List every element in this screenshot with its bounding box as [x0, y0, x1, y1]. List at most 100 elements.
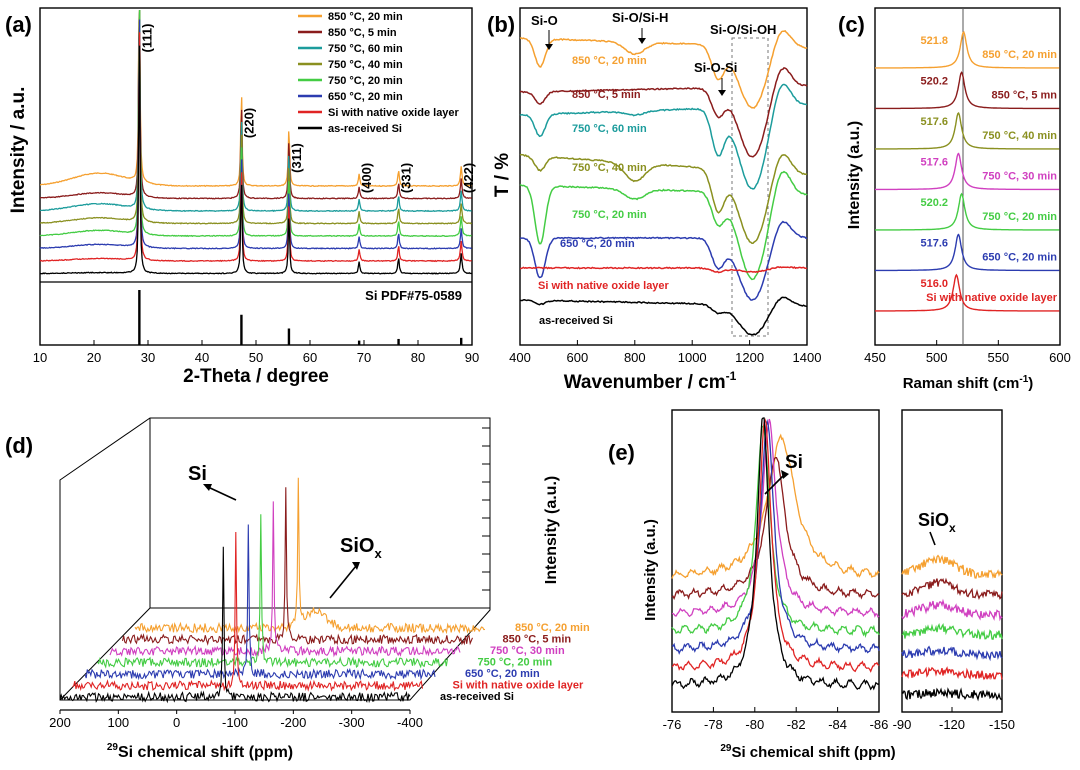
- panel-b-label: (b): [487, 12, 515, 37]
- panel-b-series-label: 850 °C, 20 min: [572, 55, 647, 67]
- panel-c-series-label: 750 °C, 20 min: [982, 211, 1057, 223]
- panel-e-x-left-tick-label: -82: [787, 717, 806, 732]
- panel-a: (a) Intensity / a.u. 2-Theta / degree Si…: [5, 7, 479, 387]
- panel-e-trace-left-orange: [671, 433, 880, 579]
- panel-a-x-tick-label: 80: [411, 350, 425, 365]
- panel-b-x-tick-label: 800: [624, 350, 646, 365]
- panel-b-x-tick-label: 400: [509, 350, 531, 365]
- panel-a-legend-label: Si with native oxide layer: [328, 107, 460, 119]
- panel-b-annot-sioh: Si-O/Si-H: [612, 10, 668, 25]
- panel-c-peak-label: 516.0: [920, 278, 948, 290]
- panel-d-x-tick-label: 200: [49, 715, 71, 730]
- panel-e-annot-si-arrowhead: [781, 470, 789, 479]
- panel-d-trace-blue: [84, 524, 436, 681]
- panel-e: (e) Intensity (a.u.) 29Si chemical shift…: [608, 409, 1015, 761]
- panel-c-peak-label: 517.6: [920, 157, 948, 169]
- panel-d-trace-black: [59, 546, 411, 704]
- panel-c-series-label: 650 °C, 20 min: [982, 252, 1057, 264]
- panel-d-annot-siox: SiOx: [340, 535, 382, 561]
- panel-e-trace-right-black: [901, 687, 1003, 702]
- panel-e-left-frame: [671, 409, 880, 713]
- panel-c-trace-red: [875, 273, 1060, 312]
- panel-a-x-tick-label: 30: [141, 350, 155, 365]
- panel-a-legend-label: 750 °C, 20 min: [328, 75, 403, 87]
- panel-a-x-tick-label: 50: [249, 350, 263, 365]
- panel-a-x-tick-label: 60: [303, 350, 317, 365]
- panel-e-annot-si-arrow: [764, 473, 786, 495]
- panel-d-x-tick-label: -100: [222, 715, 248, 730]
- panel-b-series-label: 750 °C, 40 min: [572, 162, 647, 174]
- panel-b-x-tick-label: 1400: [793, 350, 822, 365]
- panel-b-series-label: 750 °C, 20 min: [572, 209, 647, 221]
- panel-c-series-labels: 521.8 850 °C, 20 min 520.2 850 °C, 5 mn 517.…: [920, 35, 1057, 304]
- panel-d-x-tick-label: 0: [173, 715, 180, 730]
- panel-c-xticks: 450 500 550 600: [864, 340, 1071, 365]
- panel-e-trace-right-orange: [901, 554, 1003, 579]
- panel-b: (b) T / % Wavenumber / cm-1 400 600 800 100…: [487, 7, 822, 393]
- panel-d-ylabel: Intensity (a.u.): [543, 476, 560, 584]
- panel-d-series-label: 850 °C, 20 min: [515, 622, 590, 634]
- panel-b-annot-sioh2: Si-O/Si-OH: [710, 22, 776, 37]
- panel-a-peak-label: (400): [359, 163, 374, 193]
- panel-a-peak-label: (111): [139, 24, 154, 53]
- panel-a-trace-green: [39, 9, 472, 238]
- panel-a-peak-labels: (111) (220) (311) (400) (331) (422): [139, 24, 476, 194]
- panel-c-trace-green: [875, 192, 1060, 231]
- panel-e-x-right-tick-label: -120: [939, 717, 965, 732]
- panel-c-series-label: Si with native oxide layer: [926, 292, 1058, 304]
- panel-c-series-label: 750 °C, 30 min: [982, 171, 1057, 183]
- panel-d-series-label: 750 °C, 20 min: [478, 657, 553, 669]
- panel-e-x-right-tick-label: -90: [893, 717, 912, 732]
- panel-a-trace-maroon: [39, 9, 472, 200]
- panel-d-series-label: Si with native oxide layer: [453, 680, 585, 692]
- panel-d-annot-siox-arrow: [329, 565, 357, 599]
- panel-a-trace-orange: [40, 9, 472, 188]
- panel-b-xlabel: Wavenumber / cm-1: [564, 369, 737, 393]
- panel-a-trace-black: [39, 45, 472, 275]
- panel-a-x-tick-label: 40: [195, 350, 209, 365]
- panel-e-annot-si: Si: [785, 452, 803, 473]
- panel-e-x-right-tick-label: -150: [989, 717, 1015, 732]
- panel-a-reference-label: Si PDF#75-0589: [365, 288, 462, 303]
- panel-b-series-label: 650 °C, 20 min: [560, 238, 635, 250]
- panel-d-trace-maroon: [121, 487, 474, 646]
- panel-b-traces: [519, 30, 808, 336]
- panel-a-trace-olive: [39, 9, 473, 225]
- panel-e-trace-left-red: [671, 418, 880, 673]
- panel-d-trace-magenta: [109, 501, 461, 658]
- panel-b-series-labels: 850 °C, 20 min 850 °C, 5 min 750 °C, 60 mi…: [538, 55, 670, 327]
- panel-c-trace-maroon: [875, 71, 1060, 110]
- panel-d-depth-ticks: [482, 427, 490, 609]
- panel-c-series-label: 750 °C, 40 min: [982, 130, 1057, 142]
- panel-a-trace-teal: [39, 9, 472, 213]
- panel-e-trace-right-maroon: [901, 577, 1003, 601]
- panel-c-series-label: 850 °C, 5 mn: [991, 90, 1057, 102]
- panel-e-trace-right-magenta: [901, 598, 1003, 622]
- panel-d-xticks: 200 100 0 -100 -200 -300 -400: [49, 710, 423, 730]
- panel-c-peak-label: 517.6: [920, 238, 948, 250]
- panel-c-x-tick-label: 550: [987, 350, 1009, 365]
- panel-a-x-tick-label: 10: [33, 350, 47, 365]
- panel-a-legend-label: 750 °C, 40 min: [328, 59, 403, 71]
- panel-a-legend-label: 750 °C, 60 min: [328, 43, 403, 55]
- panel-c-ylabel: Intensity (a.u.): [846, 121, 863, 229]
- panel-d-trace-green: [97, 514, 449, 669]
- panel-c-x-tick-label: 500: [926, 350, 948, 365]
- panel-e-trace-left-magenta: [671, 418, 880, 618]
- panel-c-trace-blue: [875, 233, 1060, 272]
- panel-a-peak-label: (331): [399, 163, 414, 193]
- panel-c-x-tick-label: 450: [864, 350, 886, 365]
- panel-b-series-label: 850 °C, 5 min: [572, 89, 641, 101]
- panel-a-x-tick-label: 70: [357, 350, 371, 365]
- panel-b-trace-red: [520, 266, 808, 274]
- panel-b-series-label: Si with native oxide layer: [538, 280, 670, 292]
- panel-b-annot-sioh-arrowhead: [638, 38, 646, 44]
- panel-b-annot-sio-arrowhead: [545, 44, 553, 50]
- panel-a-trace-blue: [39, 19, 472, 250]
- panel-c-peak-label: 520.2: [920, 76, 948, 88]
- panel-e-trace-right-blue: [901, 645, 1003, 662]
- panel-a-legend-label: 850 °C, 5 min: [328, 27, 397, 39]
- panel-e-trace-left-maroon: [671, 457, 880, 601]
- panel-b-x-tick-label: 1200: [735, 350, 764, 365]
